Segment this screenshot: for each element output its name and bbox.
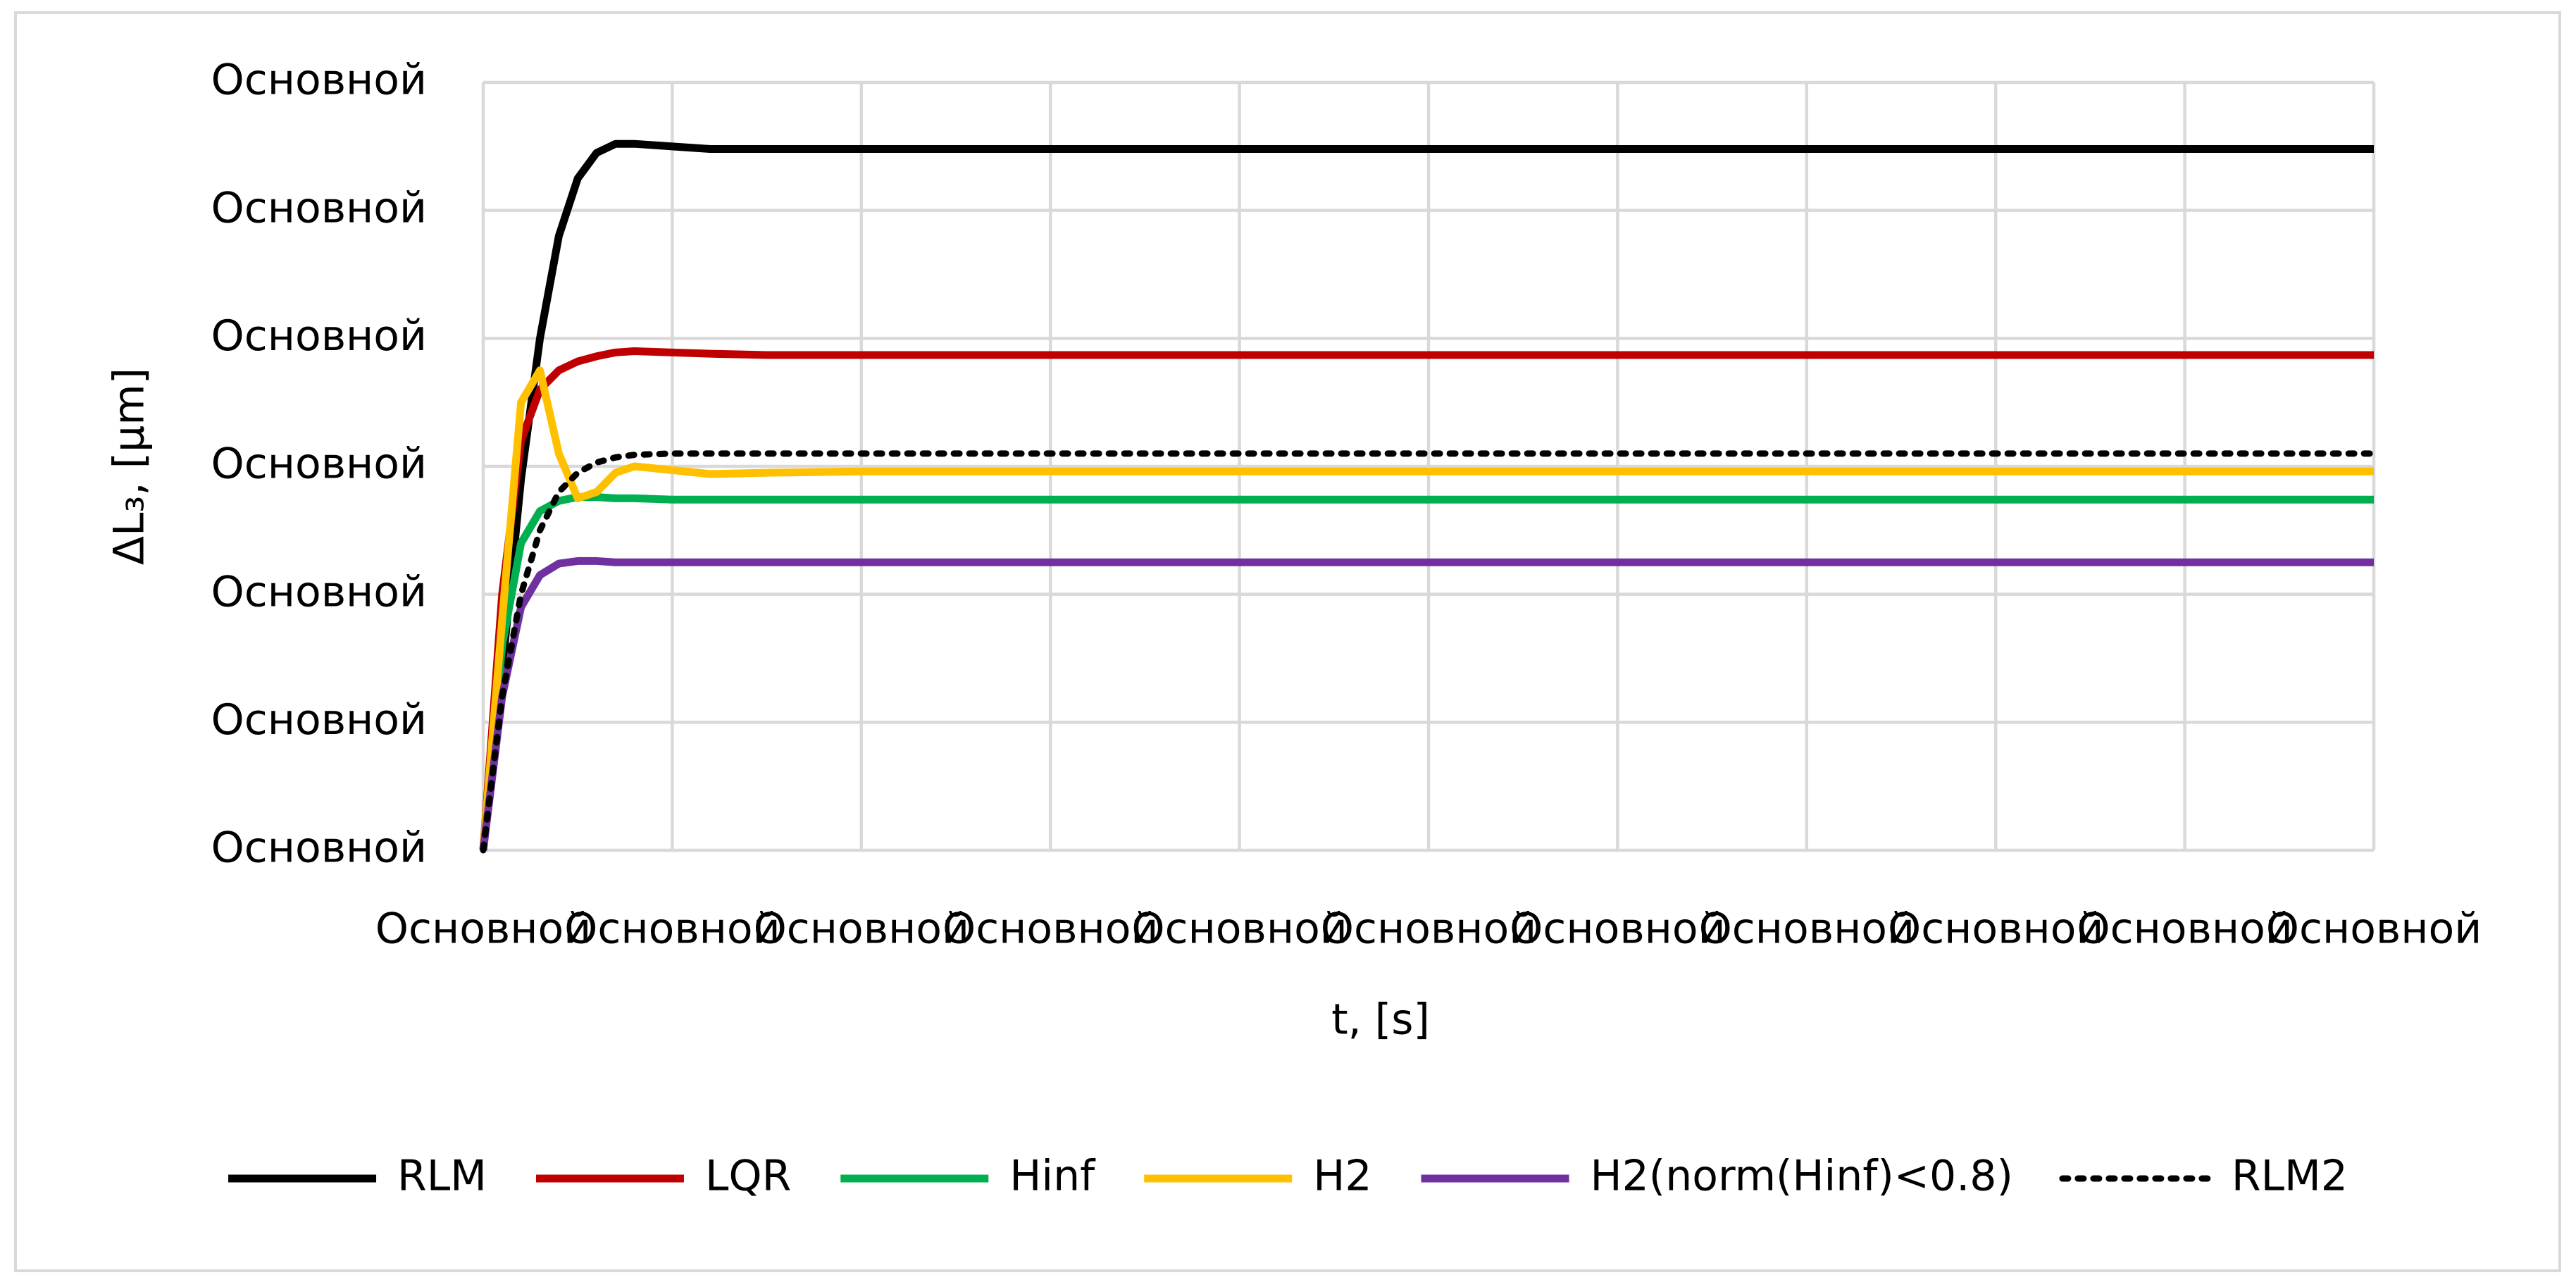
series-line — [479, 366, 2374, 851]
x-tick-label: Основной — [1131, 904, 1347, 954]
y-tick-label: Основной — [211, 567, 427, 616]
x-tick-label: Основной — [1888, 904, 2103, 954]
legend-label: RLM2 — [2232, 1152, 2348, 1201]
x-tick-label: Основной — [1321, 904, 1536, 954]
y-tick-label: Основной — [211, 823, 427, 873]
x-tick-label: Основной — [2077, 904, 2292, 954]
y-tick-label: Основной — [211, 311, 427, 361]
legend-label: Hinf — [1009, 1152, 1096, 1201]
legend-label: LQR — [705, 1152, 791, 1201]
x-axis-title: t, [s] — [1331, 995, 1430, 1045]
series-line — [479, 347, 2374, 851]
x-tick-label: Основной — [754, 904, 969, 954]
y-tick-label: Основной — [211, 183, 427, 232]
legend-label: H2 — [1313, 1152, 1371, 1201]
x-tick-label: Основной — [942, 904, 1158, 954]
y-tick-label: Основной — [211, 695, 427, 745]
series-line — [480, 450, 2377, 854]
y-tick-label: Основной — [211, 56, 427, 105]
x-tick-label: Основной — [375, 904, 591, 954]
legend-label: RLM — [397, 1152, 487, 1201]
series-line — [479, 557, 2374, 851]
x-tick-label: Основной — [2266, 904, 2482, 954]
legend-label: H2(norm(Hinf)<0.8) — [1591, 1152, 2013, 1201]
y-tick-label: Основной — [211, 440, 427, 489]
series-line — [479, 493, 2374, 851]
x-tick-label: Основной — [564, 904, 780, 954]
x-tick-label: Основной — [1510, 904, 1725, 954]
y-axis-title: ΔL₃, [μm] — [105, 368, 154, 565]
chart-frame — [14, 11, 2561, 1272]
x-tick-label: Основной — [1699, 904, 1915, 954]
